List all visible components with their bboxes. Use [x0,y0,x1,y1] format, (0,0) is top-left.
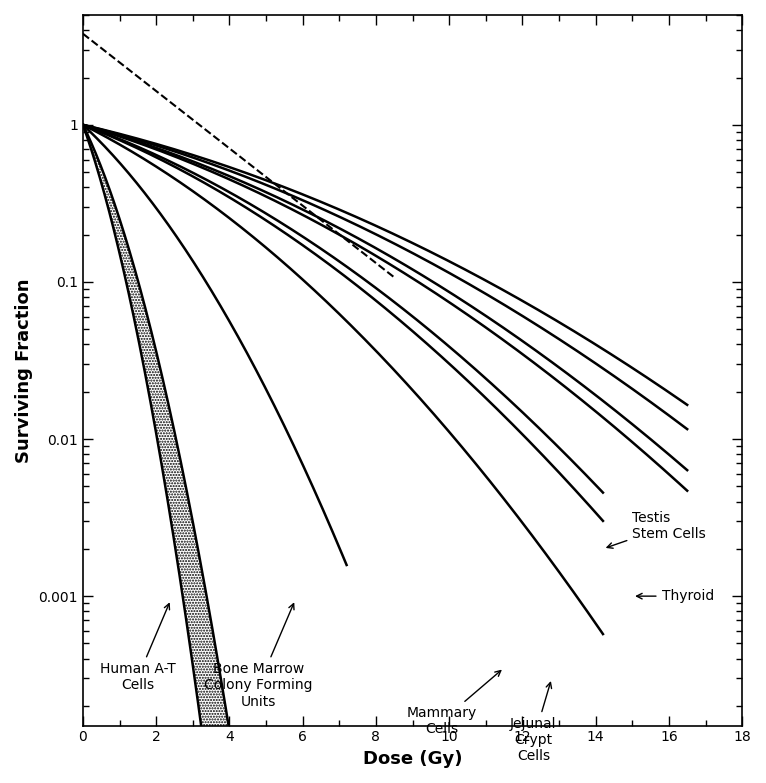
Text: Thyroid: Thyroid [637,589,714,603]
X-axis label: Dose (Gy): Dose (Gy) [363,750,462,768]
Text: Testis
Stem Cells: Testis Stem Cells [607,511,706,548]
Text: Mammary
Cells: Mammary Cells [407,670,501,736]
Text: Bone Marrow
Colony Forming
Units: Bone Marrow Colony Forming Units [205,604,313,709]
Text: Human A-T
Cells: Human A-T Cells [100,604,175,692]
Text: Jejunal
Crypt
Cells: Jejunal Crypt Cells [510,683,557,763]
Y-axis label: Surviving Fraction: Surviving Fraction [15,278,33,463]
